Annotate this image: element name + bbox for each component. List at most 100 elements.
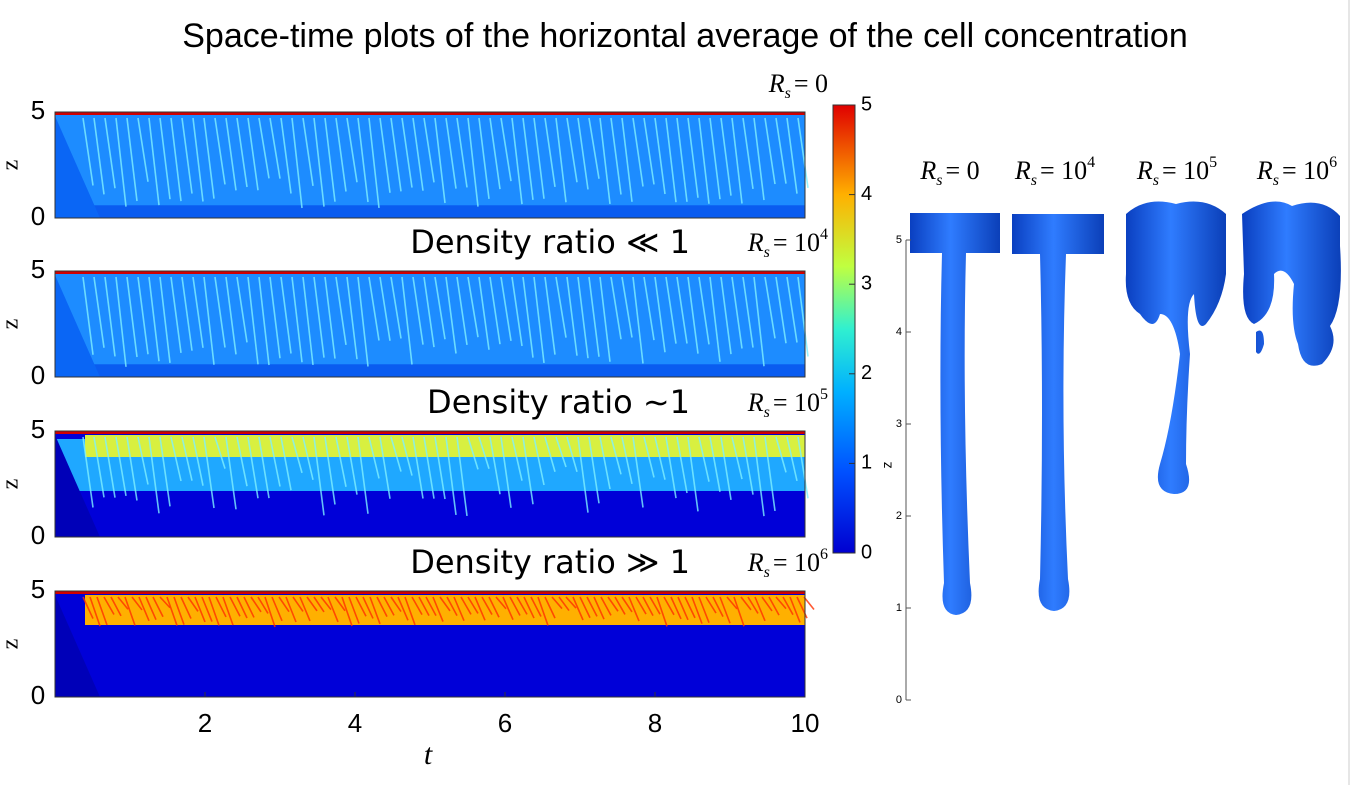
plume-streak [586,596,598,617]
plume-streak [126,117,138,202]
plume-streak [170,436,182,482]
plume-streak [117,596,129,610]
plume-streak [797,436,809,499]
plume-streak [192,276,204,348]
plume-streak [599,436,611,490]
plume-streak [456,436,468,517]
plume-streak [719,596,731,624]
colorbar-tick-label: 3 [861,272,872,294]
plume-streak [412,436,424,499]
plume-streak [291,436,303,474]
plume-streak [467,436,479,470]
plume-streak [467,276,479,338]
depleted-wedge [55,435,100,537]
plume-streak [82,276,94,355]
plume-streak [511,276,523,347]
plume-streak [192,436,204,486]
top-layer [55,271,805,274]
plume-streak [159,117,171,200]
plume-streak [269,117,281,179]
plume-streak [236,276,248,343]
plume-streak [313,436,325,516]
plume-streak [628,596,640,622]
rs-label: Rs = 0 [919,156,979,189]
rs-label: Rs = 105 [747,386,828,421]
plume-streak [236,596,248,619]
plume-streak [302,117,314,187]
colorbar-tick-label: 5 [861,93,872,115]
plume-streak [299,596,311,622]
plume-streak [709,436,721,492]
plume-streak [397,596,409,621]
subscript: s [785,85,791,102]
plume-streak [225,117,237,191]
plume-streak [335,117,347,192]
plume-streak [148,117,160,206]
plume-streak [214,117,226,185]
plume-streak [148,276,160,362]
plume-streak [579,596,591,619]
plume-streak [621,596,633,613]
plume-streak [104,117,116,189]
lower-band [55,205,805,218]
plume-streak [313,117,325,207]
plume-streak [269,436,281,487]
plume-streak [516,596,528,615]
plume-streak [789,596,801,623]
plume-streak [327,596,339,623]
plume-streak [523,596,535,619]
plume-streak [577,117,589,190]
plume-streak [572,596,584,621]
plume-streak [229,596,241,617]
plume-streak [764,276,776,339]
symbol: R [768,69,785,98]
plume-streak [502,596,514,621]
plume-streak [423,436,435,499]
plume-streak [610,276,622,340]
plume-streak [269,276,281,359]
plume-streak [754,596,766,622]
plume-streak [250,596,262,613]
plume-streak [663,596,675,616]
plume-streak [264,596,276,628]
plume-streak [137,276,149,355]
plume-streak [632,117,644,187]
y-tick-label: 0 [31,680,45,710]
plume-streak [500,436,512,508]
symbol: R [747,548,764,577]
plume-streak [665,276,677,344]
plume-streak [522,436,534,505]
plume-streak [740,596,752,611]
plume-streak [687,436,699,512]
plume-streak [401,276,413,365]
plume-streak [742,276,754,348]
plume-streak [500,117,512,182]
plume-streak [137,117,149,182]
x-tick-label: 2 [198,708,212,738]
plume-streak [456,117,468,188]
z-tick-label: 1 [896,602,902,614]
plume-streak [115,436,127,497]
plume-streak [313,276,325,358]
plume-streak [764,117,776,185]
frame [54,430,806,538]
y-axis-label: z [0,160,24,171]
plume-streak [346,276,358,360]
plume-streak [775,596,787,610]
plume-streak [761,596,773,612]
plume-streak [467,117,479,207]
plume-streak [390,276,402,339]
x-tick-label: 10 [791,708,820,738]
y-tick-label: 5 [31,95,45,125]
plume-streak [530,596,542,617]
equation: = 10 [1040,156,1087,185]
plume-streak [434,436,446,500]
plume-streak [215,596,227,618]
plume-streak [104,436,116,498]
z-tick-label: 0 [896,694,902,706]
z-tick-label: 5 [896,234,902,246]
plume-streak [412,117,424,191]
colorbar-tick-label: 1 [861,452,872,474]
plume-streak [635,596,647,615]
plume-streak [313,596,325,613]
